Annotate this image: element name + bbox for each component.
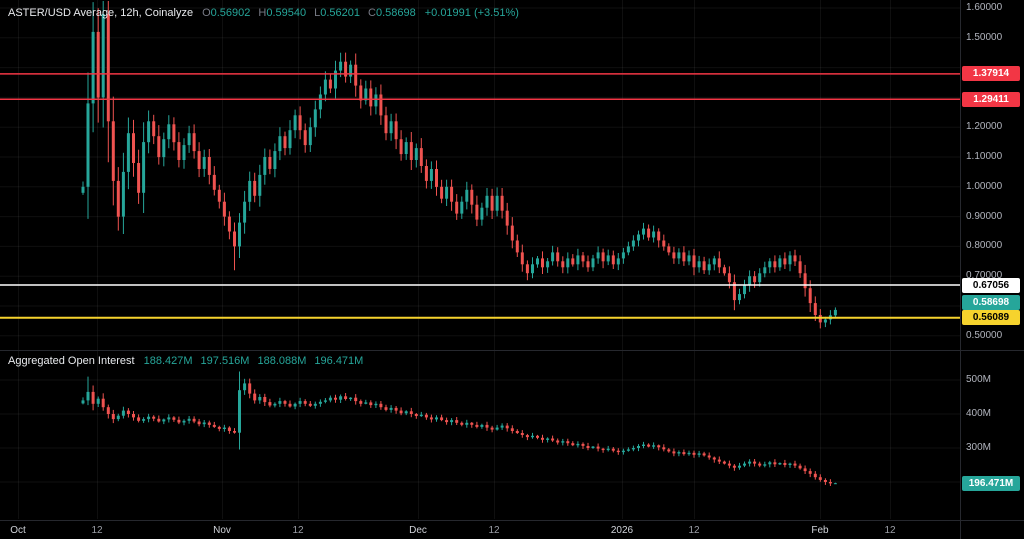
time-axis-label: Nov — [213, 525, 231, 536]
time-axis-label: Feb — [811, 525, 829, 536]
price-level-badge[interactable]: 1.37914 — [962, 66, 1020, 82]
price-axis-label: 1.20000 — [966, 121, 1003, 133]
time-axis-label: Dec — [409, 525, 427, 536]
symbol-title[interactable]: ASTER/USD Average, 12h, Coinalyze — [8, 7, 194, 19]
oi-values: 188.427M 197.516M 188.088M 196.471M — [144, 355, 364, 367]
price-level-badge[interactable]: 0.67056 — [962, 277, 1020, 293]
price-level-badge[interactable]: 0.56089 — [962, 310, 1020, 326]
time-axis-label: 12 — [688, 525, 700, 536]
time-axis-label: 12 — [292, 525, 304, 536]
price-axis-label: 1.50000 — [966, 31, 1003, 43]
price-axis-label: 1.00000 — [966, 180, 1003, 192]
price-legend: ASTER/USD Average, 12h, Coinalyze O0.569… — [8, 7, 519, 19]
price-axis-label: 0.80000 — [966, 240, 1003, 252]
oi-token-3: 196.471M — [314, 355, 364, 367]
oi-legend: Aggregated Open Interest 188.427M 197.516… — [8, 355, 363, 367]
time-axis-label: 2026 — [610, 525, 634, 536]
ohlc-token-c: C0.58698 — [368, 7, 416, 19]
price-axis-label: 0.90000 — [966, 210, 1003, 222]
oi-token-0: 188.427M — [143, 355, 193, 367]
oi-token-2: 188.088M — [257, 355, 307, 367]
oi-title[interactable]: Aggregated Open Interest — [8, 355, 135, 367]
oi-token-1: 197.516M — [200, 355, 250, 367]
ohlc-token-o: O0.56902 — [202, 7, 251, 19]
oi-axis-label: 500M — [966, 374, 992, 385]
ohlc-values: O0.56902 H0.59540 L0.56201 C0.58698 — [202, 7, 416, 19]
ohlc-token-l: L0.56201 — [314, 7, 360, 19]
price-axis-label: 0.70000 — [966, 270, 1003, 282]
oi-axis-label: 300M — [966, 442, 992, 453]
time-axis-label: 12 — [91, 525, 103, 536]
time-axis-label: 12 — [488, 525, 500, 536]
time-axis-label: Oct — [10, 525, 26, 536]
last-price-badge: 0.58698 — [962, 295, 1020, 311]
price-axis-label: 1.10000 — [966, 151, 1003, 162]
time-axis-label: 12 — [884, 525, 896, 536]
ohlc-token-h: H0.59540 — [258, 7, 307, 19]
price-axis-label: 0.50000 — [966, 329, 1003, 341]
price-change: +0.01991 (+3.51%) — [424, 7, 519, 19]
oi-axis-label: 400M — [966, 408, 992, 419]
price-level-badge[interactable]: 1.29411 — [962, 91, 1020, 107]
oi-last-value-badge: 196.471M — [962, 475, 1020, 491]
price-axis-label: 1.60000 — [966, 2, 1003, 13]
